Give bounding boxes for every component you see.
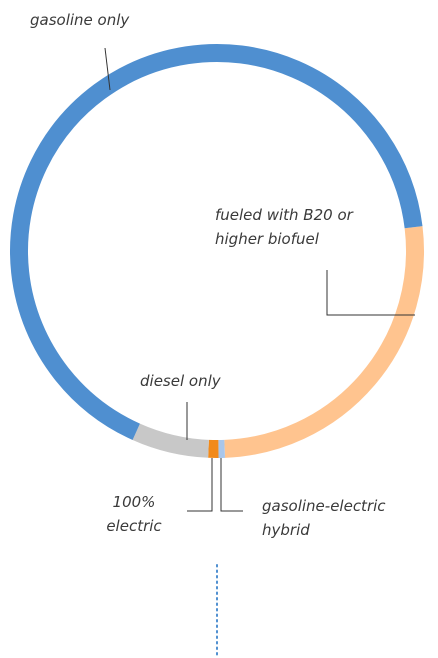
label: gasoline only — [30, 11, 130, 29]
leader-line — [326, 270, 415, 316]
label: gasoline-electric hybrid — [262, 497, 386, 539]
segment — [10, 44, 423, 441]
label: fueled with B20 or higher biofuel — [215, 206, 353, 248]
ring — [10, 44, 424, 458]
segment — [132, 423, 210, 458]
leaders — [104, 47, 415, 512]
leader-line — [104, 47, 111, 91]
leader-line — [187, 458, 213, 512]
segment — [224, 226, 424, 458]
leader-line — [220, 458, 243, 512]
label: diesel only — [140, 372, 221, 390]
label: 100% electric — [106, 493, 162, 535]
